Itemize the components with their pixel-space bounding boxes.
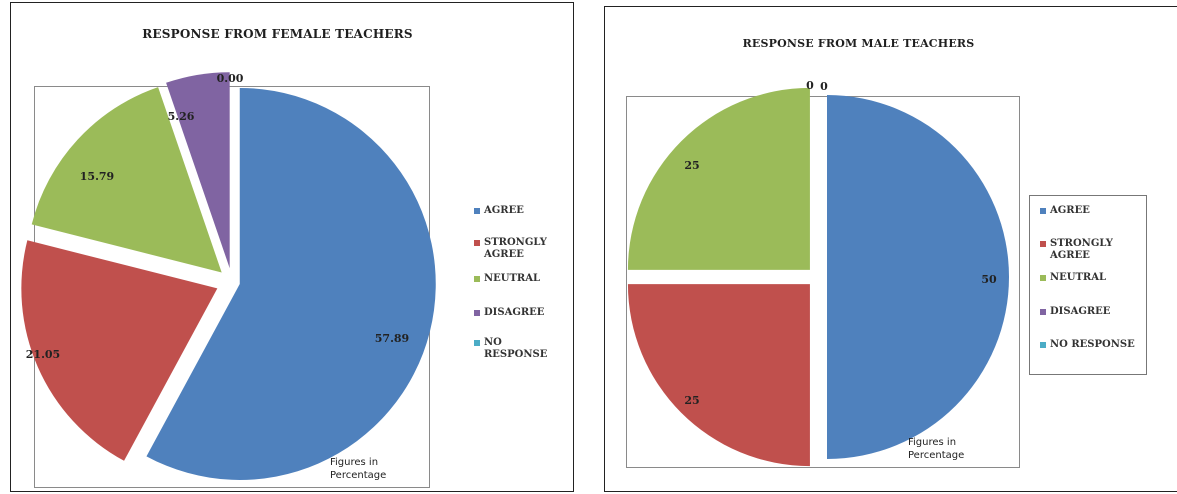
female-chart-border [10,2,574,492]
male-note-line-2: Percentage [908,450,965,461]
female-legend-label-strongly-agree: STRONGLY AGREE [484,237,547,260]
male-legend-swatch-neutral [1040,275,1046,281]
female-slice-strongly-agree [21,240,218,461]
female-figures-note: Figures in Percentage [330,456,386,482]
male-note-line-1: Figures in [908,437,957,448]
female-data-label-agree: 57.89 [375,332,409,345]
female-legend-swatch-strongly-agree [474,240,480,246]
female-legend-label-disagree: DISAGREE [484,307,545,318]
male-legend-label-disagree: DISAGREE [1050,306,1111,317]
male-data-label-neutral: 25 [684,159,699,172]
male-slice-agree [827,95,1009,459]
female-legend: AGREE STRONGLY AGREE NEUTRAL DISAGREE NO… [474,205,574,375]
female-data-label-disagree: 5.26 [168,110,195,123]
female-slice-agree [146,87,436,480]
male-legend-item-agree: AGREE [1040,205,1090,217]
male-legend-label-strongly-agree: STRONGLY AGREE [1050,238,1113,261]
male-legend-swatch-agree [1040,208,1046,214]
male-slice-strongly-agree [627,284,810,467]
female-slice-disagree [166,72,230,269]
male-legend-item-neutral: NEUTRAL [1040,272,1106,284]
male-data-label-no-response: 0 [820,80,828,93]
male-legend-label-no-response: NO RESPONSE [1050,339,1135,350]
female-slice-neutral [31,87,222,273]
female-note-line-1: Figures in [330,457,379,468]
female-legend-item-neutral: NEUTRAL [474,273,540,285]
female-legend-label-no-response: NO RESPONSE [484,337,548,360]
male-data-label-agree: 50 [981,273,997,286]
female-legend-label-agree: AGREE [484,205,524,216]
male-legend-item-no-response: NO RESPONSE [1040,339,1135,351]
male-legend-swatch-disagree [1040,309,1046,315]
female-legend-item-agree: AGREE [474,205,524,217]
female-legend-label-neutral: NEUTRAL [484,273,541,284]
female-legend-item-strongly-agree: STRONGLY AGREE [474,237,547,261]
female-legend-item-disagree: DISAGREE [474,307,544,319]
male-legend-item-disagree: DISAGREE [1040,306,1110,318]
female-data-label-strongly-agree: 21.05 [26,348,60,361]
male-data-label-disagree: 0 [806,79,814,92]
female-pie-chart: 57.89 21.05 15.79 5.26 0.00 [21,72,436,480]
male-data-label-strongly-agree: 25 [684,394,699,407]
female-data-label-no-response: 0.00 [217,72,244,85]
female-legend-item-no-response: NO RESPONSE [474,337,547,361]
male-legend-swatch-strongly-agree [1040,241,1046,247]
female-chart-panel: RESPONSE FROM FEMALE TEACHERS 57.89 21.05… [0,0,575,494]
female-legend-swatch-disagree [474,310,480,316]
female-legend-swatch-agree [474,208,480,214]
female-note-line-2: Percentage [330,470,387,481]
female-chart-title: RESPONSE FROM FEMALE TEACHERS [142,27,413,41]
male-legend-label-agree: AGREE [1050,205,1090,216]
male-chart-border [604,6,1177,492]
female-data-label-neutral: 15.79 [80,170,114,183]
male-legend-label-neutral: NEUTRAL [1050,272,1107,283]
male-chart-title: RESPONSE FROM MALE TEACHERS [742,37,975,50]
male-slice-neutral [627,87,810,270]
female-legend-swatch-neutral [474,276,480,282]
female-legend-swatch-no-response [474,340,480,346]
male-chart-panel: RESPONSE FROM MALE TEACHERS 50 25 25 0 0 AGR… [600,0,1177,494]
male-pie-chart: 50 25 25 0 0 [627,79,1009,467]
male-legend: AGREE STRONGLY AGREE NEUTRAL DISAGREE NO… [1029,195,1147,375]
male-figures-note: Figures in Percentage [908,436,964,462]
male-legend-item-strongly-agree: STRONGLY AGREE [1040,238,1113,262]
male-legend-swatch-no-response [1040,342,1046,348]
